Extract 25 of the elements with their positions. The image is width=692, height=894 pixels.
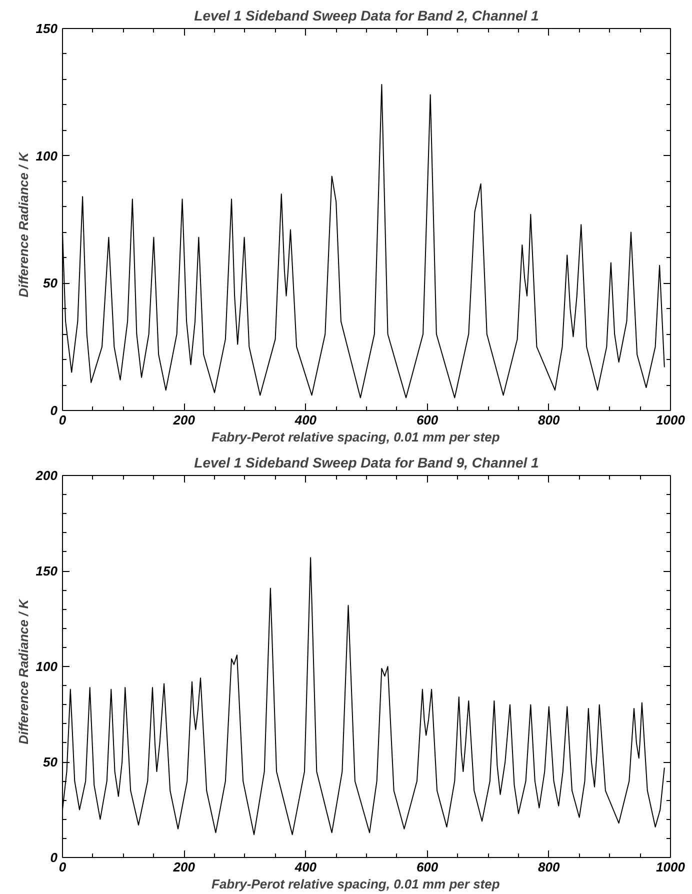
x-tick-label: 1000	[656, 860, 686, 874]
x-tick-label: 1000	[656, 412, 686, 428]
y-tick-label: 50	[43, 754, 58, 770]
x-axis-title: Fabry-Perot relative spacing, 0.01 mm per step	[212, 876, 500, 892]
x-tick-label: 200	[172, 412, 196, 428]
chart-title: Level 1 Sideband Sweep Data for Band 2, Channel 1	[194, 8, 540, 24]
y-tick-label: 50	[43, 276, 58, 291]
y-axis-title: Difference Radiance / K	[16, 598, 31, 744]
x-tick-label: 600	[416, 860, 439, 874]
x-tick-label: 600	[416, 412, 439, 428]
x-axis-title: Fabry-Perot relative spacing, 0.01 mm per step	[212, 430, 500, 444]
x-tick-label: 200	[172, 860, 196, 874]
y-tick-label: 200	[34, 468, 58, 483]
y-axis-title: Difference Radiance / K	[16, 150, 31, 298]
y-tick-label: 150	[36, 564, 58, 578]
y-tick-label: 0	[50, 850, 58, 865]
x-tick-label: 400	[294, 412, 318, 428]
y-tick-label: 100	[36, 148, 58, 164]
x-tick-label: 800	[538, 412, 561, 428]
x-tick-label: 400	[294, 860, 318, 874]
chart-title: Level 1 Sideband Sweep Data for Band 9, Channel 1	[194, 454, 540, 470]
y-tick-label: 0	[50, 403, 58, 418]
y-tick-label: 100	[36, 659, 58, 674]
x-tick-label: 800	[538, 860, 561, 874]
y-tick-label: 150	[36, 21, 58, 36]
